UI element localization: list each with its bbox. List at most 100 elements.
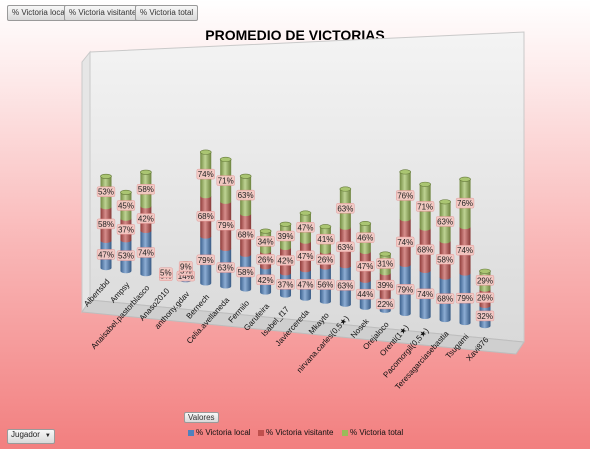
data-label-text: 47% <box>98 250 114 259</box>
data-label: 42% <box>136 213 155 224</box>
bar-cap-12 <box>339 186 352 192</box>
data-label-bg <box>116 250 136 261</box>
data-label: 63% <box>336 280 355 291</box>
data-label-bg <box>236 189 255 201</box>
data-label: 58% <box>436 254 455 265</box>
data-label-text: 47% <box>297 252 313 261</box>
bar-cap-2 <box>140 169 152 175</box>
data-label: 47% <box>96 249 116 260</box>
data-label-text: 63% <box>437 217 453 226</box>
data-label: 74% <box>396 236 415 248</box>
data-label-text: 42% <box>278 256 294 265</box>
data-label: 39% <box>376 279 395 291</box>
data-label-bg <box>276 230 295 242</box>
data-label-text: 31% <box>377 260 393 269</box>
bar-cap-8 <box>259 228 272 234</box>
data-label-text: 74% <box>457 246 473 255</box>
triangle-down-icon[interactable]: ▼ <box>44 433 51 439</box>
data-label-text: 44% <box>357 290 373 299</box>
data-label-text: 32% <box>477 312 493 321</box>
data-label-bg <box>296 250 315 261</box>
data-label-text: 74% <box>138 248 154 257</box>
data-label-bg <box>455 197 475 209</box>
data-label: 68% <box>416 244 435 255</box>
bar-cap-7 <box>239 173 252 179</box>
data-label-text: 37% <box>118 225 134 234</box>
data-label-bg <box>256 254 275 265</box>
data-label-bg <box>475 292 495 303</box>
data-label-bg <box>336 203 355 214</box>
data-label-bg <box>416 288 435 300</box>
data-label-text: 47% <box>297 280 313 289</box>
data-label-bg <box>455 292 475 304</box>
legend-swatch-visitante <box>258 429 264 436</box>
data-label: 76% <box>396 190 415 201</box>
data-label-text: 34% <box>258 237 274 246</box>
data-label: 47% <box>296 222 315 233</box>
data-label-text: 56% <box>317 281 333 290</box>
data-label-bg <box>316 279 335 290</box>
data-label-text: 53% <box>98 188 114 197</box>
data-label-text: 29% <box>477 276 493 285</box>
data-label-text: 26% <box>258 255 274 264</box>
data-label: 46% <box>356 232 375 243</box>
data-label-bg <box>396 190 415 201</box>
data-label-text: 26% <box>317 256 333 265</box>
floor <box>81 299 525 355</box>
data-label-bg <box>96 218 116 230</box>
data-labels: 47%58%53%53%37%45%74%42%58%5%5%14%5%9%79… <box>96 168 495 322</box>
data-label: 58% <box>236 266 255 278</box>
data-label: 79% <box>455 292 475 304</box>
data-label: 68% <box>196 211 215 222</box>
data-label-text: 45% <box>118 202 134 211</box>
data-label: 44% <box>356 288 375 300</box>
data-label: 26% <box>316 254 335 265</box>
data-label: 47% <box>296 250 315 261</box>
data-label-bg <box>296 279 315 290</box>
data-label-bg <box>159 267 173 278</box>
data-label: 74% <box>196 168 215 180</box>
side-wall <box>81 50 91 314</box>
data-label: 74% <box>455 244 475 256</box>
data-label-bg <box>96 249 116 260</box>
data-label-text: 74% <box>397 238 413 247</box>
data-label-bg <box>475 275 495 286</box>
data-label: 34% <box>256 236 275 247</box>
data-label: 5% <box>159 267 173 278</box>
bar-cap-18 <box>459 176 471 182</box>
field-button-victoria-total[interactable]: % Victoria total <box>135 5 199 21</box>
data-label-text: 63% <box>337 204 353 213</box>
row-field-jugador[interactable]: Jugador ▼ <box>7 429 55 444</box>
data-label-text: 63% <box>337 243 353 252</box>
legend-item-local: % Victoria local <box>188 428 251 437</box>
data-label: 42% <box>276 255 295 266</box>
data-label-bg <box>216 220 235 231</box>
data-label-text: 68% <box>437 295 453 304</box>
data-label-bg <box>116 224 136 235</box>
bar-cap-15 <box>399 169 412 175</box>
data-label: 47% <box>296 279 315 290</box>
data-label-bg <box>316 254 335 265</box>
data-label: 53% <box>96 186 116 197</box>
data-label: 63% <box>216 262 235 273</box>
legend-caption[interactable]: Valores <box>184 412 219 423</box>
data-label-bg <box>236 266 255 278</box>
bar-cap-10 <box>299 210 312 216</box>
data-label: 63% <box>436 216 455 227</box>
data-label-bg <box>296 222 315 233</box>
data-label: 63% <box>336 203 355 214</box>
legend-item-total: % Victoria total <box>342 428 403 437</box>
data-label: 26% <box>475 292 495 303</box>
data-label-text: 47% <box>357 262 373 271</box>
data-label-text: 63% <box>218 264 234 273</box>
data-label-text: 68% <box>198 212 214 221</box>
data-label-text: 76% <box>457 199 473 208</box>
data-label-bg <box>376 298 395 310</box>
data-label-bg <box>436 216 455 227</box>
data-label-text: 74% <box>417 290 433 299</box>
data-label-text: 46% <box>357 234 373 243</box>
legend-swatch-local <box>188 429 194 436</box>
data-label: 74% <box>136 247 155 258</box>
data-label: 32% <box>475 310 495 322</box>
data-label-text: 79% <box>457 294 473 303</box>
